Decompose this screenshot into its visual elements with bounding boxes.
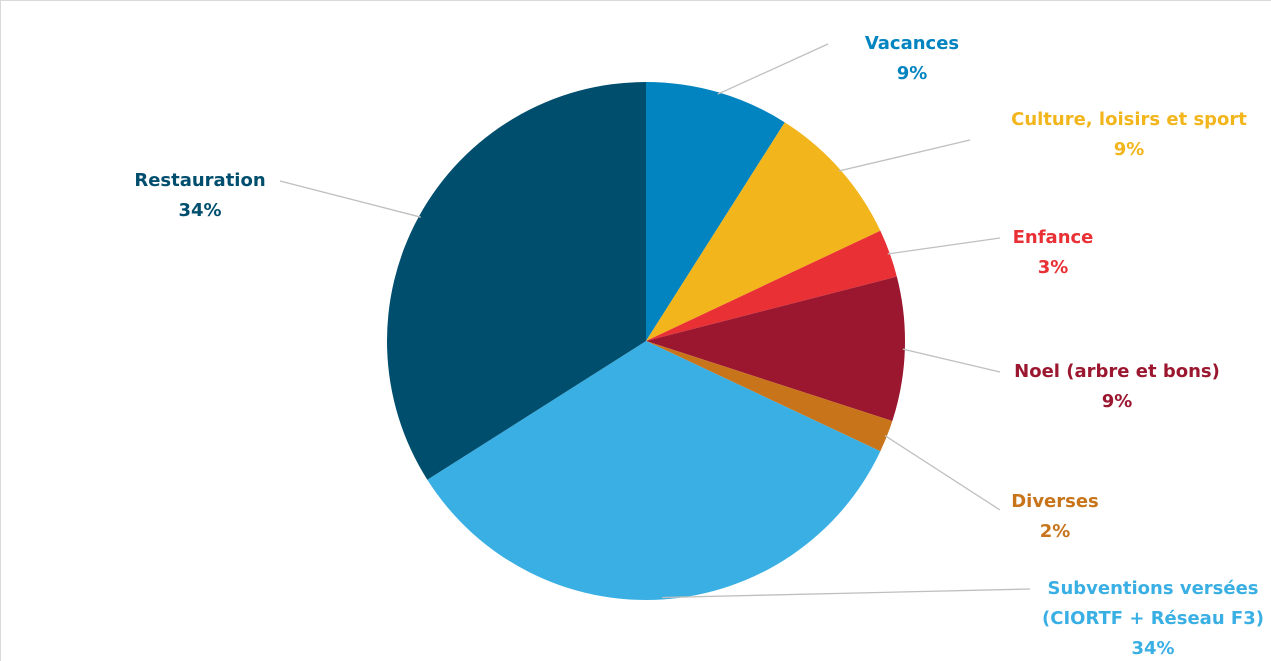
data-label-pct-1: 9% bbox=[1114, 139, 1145, 160]
pie-slice-0 bbox=[646, 82, 785, 341]
data-label-name-2-0: Enfance bbox=[1013, 227, 1094, 248]
data-label-name-6-0: Restauration bbox=[134, 170, 265, 191]
data-label-pct-3: 9% bbox=[1102, 391, 1133, 412]
data-label-name-3-0: Noel (arbre et bons) bbox=[1014, 361, 1220, 382]
pie-slice-5 bbox=[427, 341, 881, 601]
data-label-name-5-0: Subventions versées bbox=[1047, 578, 1258, 599]
data-label-pct-2: 3% bbox=[1038, 257, 1069, 278]
pie-slice-4 bbox=[646, 341, 893, 452]
data-labels: Vacances 9% Culture, loisirs et sport 9% Enf… bbox=[134, 33, 1264, 659]
pie-slices bbox=[386, 82, 905, 601]
leader-line-3 bbox=[902, 348, 1001, 373]
data-label-name-4-0: Diverses bbox=[1011, 491, 1099, 512]
pie-slice-2 bbox=[646, 230, 897, 341]
data-label-pct-5: 34% bbox=[1131, 638, 1174, 659]
leader-line-4 bbox=[884, 435, 1001, 511]
pie-slice-3 bbox=[646, 276, 905, 422]
leader-line-5 bbox=[662, 588, 1031, 599]
leader-line-6 bbox=[279, 180, 421, 218]
data-label-name-1-0: Culture, loisirs et sport bbox=[1011, 109, 1247, 130]
pie-slice-6 bbox=[386, 82, 646, 480]
leader-line-0 bbox=[717, 43, 829, 95]
data-label-name-0-0: Vacances bbox=[865, 33, 959, 54]
data-label-pct-0: 9% bbox=[897, 63, 928, 84]
pie-slice-1 bbox=[646, 122, 881, 342]
leader-line-1 bbox=[838, 139, 971, 172]
leader-line-2 bbox=[887, 237, 1001, 255]
leader-lines bbox=[279, 43, 1031, 599]
data-label-pct-6: 34% bbox=[178, 200, 221, 221]
data-label-pct-4: 2% bbox=[1040, 521, 1071, 542]
data-label-name-5-1: (CIORTF + Réseau F3) bbox=[1042, 608, 1264, 629]
